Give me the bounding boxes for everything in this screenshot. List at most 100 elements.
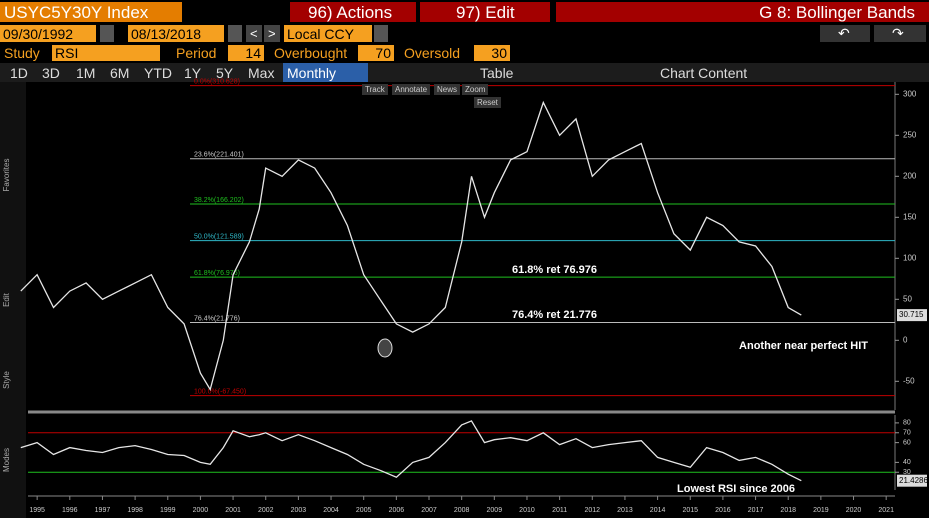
- x-tick-label: 2003: [291, 507, 307, 514]
- x-tick-label: 2008: [454, 507, 470, 514]
- dropdown[interactable]: [374, 25, 388, 42]
- x-tick-label: 2005: [356, 507, 372, 514]
- annotation: 76.4% ret 21.776: [512, 309, 597, 321]
- annotation: 61.8% ret 76.976: [512, 264, 597, 276]
- y-tick-label: 300: [903, 89, 917, 98]
- x-tick-label: 2009: [487, 507, 503, 514]
- study-label: Study: [4, 45, 40, 61]
- chart-tool[interactable]: News: [434, 84, 461, 95]
- x-tick-label: 1996: [62, 507, 78, 514]
- y-tick-label: 60: [903, 439, 911, 446]
- period-tab[interactable]: YTD: [144, 65, 172, 81]
- x-tick-label: 1995: [29, 507, 45, 514]
- fib-level-label: 100.0%(-67.450): [194, 388, 246, 395]
- table-button[interactable]: Table: [480, 65, 514, 81]
- y-tick-label: 70: [903, 430, 911, 437]
- series-line: [20, 100, 802, 392]
- chart-tool[interactable]: Track: [362, 84, 388, 95]
- actions-menu[interactable]: 96) Actions: [290, 2, 416, 22]
- x-tick-label: 2014: [650, 507, 666, 514]
- y-tick-label: 100: [903, 253, 917, 262]
- y-tick-label: 50: [903, 294, 912, 303]
- overbought-field[interactable]: 70: [358, 45, 394, 61]
- forward-button[interactable]: ↷: [874, 25, 926, 42]
- period-label: Period: [176, 45, 217, 61]
- x-tick-label: 2010: [519, 507, 535, 514]
- calendar-icon[interactable]: [228, 25, 242, 42]
- y-tick-label: 30: [903, 469, 911, 476]
- overbought-label: Overbought: [274, 45, 348, 61]
- x-tick-label: 2001: [225, 507, 241, 514]
- y-tick-label: 250: [903, 130, 917, 139]
- x-tick-label: 2002: [258, 507, 274, 514]
- side-label: Favorites: [3, 158, 11, 192]
- y-tick-label: -50: [903, 376, 915, 385]
- last-value-label: 30.715: [899, 310, 924, 319]
- y-tick-label: 80: [903, 420, 911, 427]
- oversold-field[interactable]: 30: [474, 45, 510, 61]
- x-tick-label: 2006: [389, 507, 405, 514]
- x-tick-label: 2000: [193, 507, 209, 514]
- back-button[interactable]: ↶: [820, 25, 870, 42]
- annotation: Lowest RSI since 2006: [677, 483, 795, 495]
- start-date[interactable]: 09/30/1992: [0, 25, 96, 42]
- chart-name: G 8: Bollinger Bands: [556, 2, 929, 22]
- x-tick-label: 2012: [584, 507, 600, 514]
- y-tick-label: 0: [903, 335, 908, 344]
- period-tab[interactable]: Max: [248, 65, 275, 81]
- x-tick-label: 2020: [846, 507, 862, 514]
- series-line: [20, 420, 802, 482]
- chart-tool[interactable]: Zoom: [462, 84, 489, 95]
- ticker[interactable]: USYC5Y30Y Index: [0, 2, 182, 22]
- fib-level-label: 23.6%(221.401): [194, 152, 244, 159]
- x-tick-label: 2018: [780, 507, 796, 514]
- study-field[interactable]: RSI: [52, 45, 160, 61]
- fib-level-label: 76.4%(21.776): [194, 315, 240, 322]
- period-tab[interactable]: 3D: [42, 65, 60, 81]
- chart-tool[interactable]: Reset: [474, 97, 501, 108]
- frequency-dropdown[interactable]: Monthly: [283, 63, 368, 82]
- side-panel: [0, 82, 26, 518]
- currency[interactable]: Local CCY: [284, 25, 372, 42]
- x-tick-label: 1999: [160, 507, 176, 514]
- x-tick-label: 2013: [617, 507, 633, 514]
- oversold-label: Oversold: [404, 45, 461, 61]
- period-tab[interactable]: 1Y: [184, 65, 202, 81]
- chart-tool[interactable]: Annotate: [392, 84, 431, 95]
- highlight-circle: [377, 338, 393, 358]
- fib-level-label: 50.0%(121.589): [194, 233, 244, 240]
- x-tick-label: 1997: [95, 507, 111, 514]
- fib-level-label: 38.2%(166.202): [194, 197, 244, 204]
- period-tab[interactable]: 6M: [110, 65, 130, 81]
- calendar-icon[interactable]: [100, 25, 114, 42]
- x-tick-label: 2007: [421, 507, 437, 514]
- prev-button[interactable]: <: [246, 25, 262, 42]
- end-date[interactable]: 08/13/2018: [128, 25, 224, 42]
- x-tick-label: 2021: [878, 507, 894, 514]
- x-tick-label: 2011: [552, 507, 567, 514]
- next-button[interactable]: >: [264, 25, 280, 42]
- x-tick-label: 2004: [323, 507, 339, 514]
- annotation: Another near perfect HIT: [739, 340, 868, 352]
- x-tick-label: 1998: [127, 507, 143, 514]
- chart-content-button[interactable]: Chart Content: [660, 65, 748, 81]
- x-tick-label: 2019: [813, 507, 829, 514]
- period-tab[interactable]: 5Y: [216, 65, 234, 81]
- edit-menu[interactable]: 97) Edit: [420, 2, 550, 22]
- period-tab[interactable]: 1M: [76, 65, 96, 81]
- y-tick-label: 150: [903, 212, 917, 221]
- last-value-tag: [897, 309, 927, 322]
- side-label: Edit: [3, 293, 11, 307]
- x-tick-label: 2017: [748, 507, 764, 514]
- last-value-tag: [897, 474, 927, 487]
- y-tick-label: 200: [903, 171, 917, 180]
- x-tick-label: 2015: [682, 507, 698, 514]
- fib-level-label: 0.0%(310.628): [194, 78, 240, 85]
- period-field[interactable]: 14: [228, 45, 264, 61]
- period-tab[interactable]: 1D: [10, 65, 28, 81]
- y-tick-label: 40: [903, 459, 911, 466]
- x-tick-label: 2016: [715, 507, 731, 514]
- last-value-label: 21.4286: [899, 476, 928, 485]
